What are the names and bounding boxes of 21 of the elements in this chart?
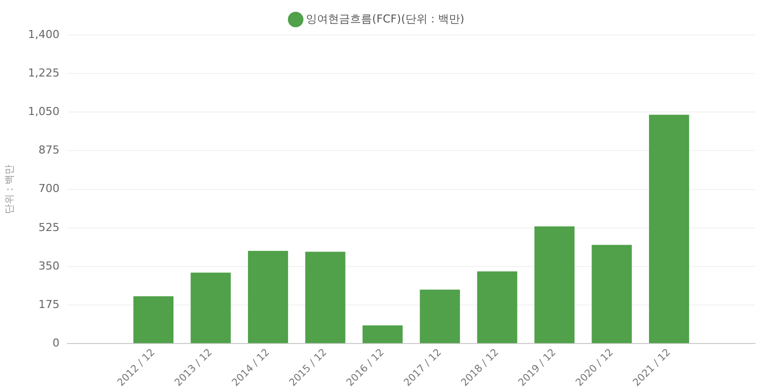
bar (649, 114, 690, 344)
y-tick-label: 700 (38, 182, 60, 196)
y-tick-label: 175 (38, 298, 60, 311)
bar (534, 226, 575, 344)
y-tick-label: 0 (52, 336, 60, 350)
y-tick-label: 1,225 (28, 66, 60, 80)
y-tick-label: 1,050 (28, 105, 60, 118)
bar (190, 272, 231, 344)
legend-label: 잉여현금흐름(FCF)(단위 : 백만) (306, 12, 464, 26)
bar (362, 325, 403, 344)
bar (248, 250, 288, 344)
y-tick-label: 875 (38, 144, 60, 157)
bar (420, 290, 460, 344)
y-axis-title: 단위 : 백만 (4, 164, 16, 214)
bar (133, 296, 174, 344)
y-tick-label: 1,400 (28, 28, 60, 41)
bar (477, 271, 518, 344)
bar (592, 244, 632, 344)
y-tick-label: 525 (38, 220, 60, 234)
y-tick-label: 350 (38, 259, 60, 272)
bar (305, 252, 346, 344)
